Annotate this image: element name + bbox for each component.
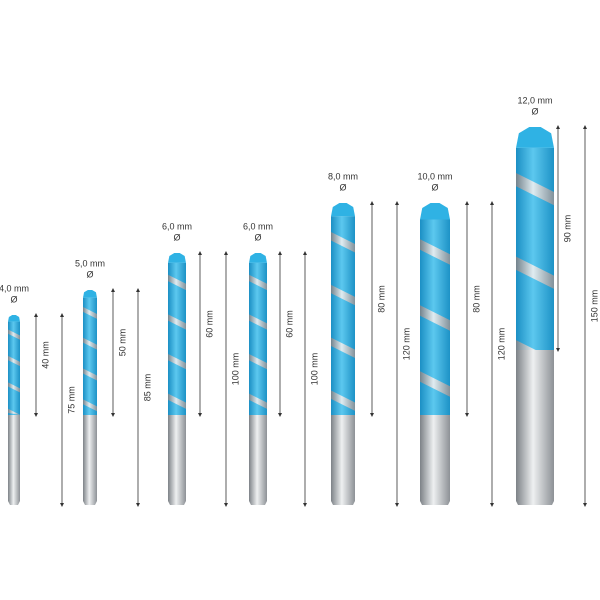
total-length-label: 85 mm (142, 374, 152, 402)
flute (83, 297, 97, 415)
flute-length-label: 60 mm (204, 310, 214, 338)
spiral-groove (168, 393, 186, 409)
spiral-groove (420, 239, 450, 265)
tip (516, 127, 554, 148)
flute (168, 262, 186, 415)
shank (168, 415, 186, 505)
tip (83, 290, 97, 298)
diameter-label: 4,0 mm (0, 283, 29, 293)
drill-bit (168, 253, 186, 505)
spiral-groove (8, 408, 20, 415)
diameter-label: 5,0 mm (75, 258, 105, 268)
total-length-label: 120 mm (496, 328, 506, 361)
diameter-symbol: Ø (431, 182, 438, 192)
tip (420, 203, 450, 220)
spiral-groove (331, 390, 355, 411)
flute-length-label: 50 mm (117, 329, 127, 357)
total-length-label: 100 mm (309, 353, 319, 386)
spiral-groove (516, 256, 554, 289)
tip (249, 253, 267, 263)
drill-bit (83, 290, 97, 505)
diameter-symbol: Ø (86, 269, 93, 279)
spiral-groove (331, 337, 355, 359)
flute-length-label: 40 mm (40, 341, 50, 369)
spiral-groove (83, 306, 97, 319)
spiral-groove (516, 172, 554, 206)
drill-bit (420, 203, 450, 505)
shank (420, 415, 450, 505)
diameter-symbol: Ø (531, 106, 538, 116)
flute-length-label: 60 mm (284, 310, 294, 338)
flute (249, 262, 267, 415)
spiral-groove (83, 399, 97, 412)
diameter-label: 6,0 mm (243, 221, 273, 231)
drill-bit (8, 315, 20, 505)
flute-length-label: 90 mm (562, 215, 572, 243)
shank (249, 415, 267, 505)
tip (331, 203, 355, 217)
spiral-groove (331, 284, 355, 306)
diameter-symbol: Ø (10, 294, 17, 304)
spiral-groove (249, 314, 267, 330)
total-length-label: 75 mm (66, 386, 76, 414)
spiral-groove (249, 353, 267, 370)
spiral-groove (83, 337, 97, 350)
spiral-groove (516, 340, 554, 360)
spiral-groove (8, 382, 20, 393)
spiral-groove (83, 368, 97, 381)
drill-bit (516, 127, 554, 505)
shank (516, 350, 554, 505)
drill-bit (331, 203, 355, 505)
spiral-groove (420, 305, 450, 331)
spiral-groove (8, 329, 20, 340)
flute-length-label: 80 mm (376, 285, 386, 313)
shank (8, 415, 20, 505)
total-length-label: 100 mm (230, 353, 240, 386)
spiral-groove (8, 355, 20, 367)
spiral-groove (249, 274, 267, 291)
diameter-label: 10,0 mm (417, 171, 452, 181)
diameter-symbol: Ø (339, 182, 346, 192)
flute (8, 321, 20, 415)
drill-bit (249, 253, 267, 505)
spiral-groove (420, 371, 450, 397)
total-length-label: 150 mm (589, 290, 599, 323)
diameter-label: 6,0 mm (162, 221, 192, 231)
shank (331, 415, 355, 505)
spiral-groove (168, 353, 186, 370)
tip (8, 315, 20, 322)
diameter-symbol: Ø (173, 232, 180, 242)
spiral-groove (331, 232, 355, 253)
diameter-label: 12,0 mm (517, 95, 552, 105)
spiral-groove (249, 393, 267, 409)
spiral-groove (168, 314, 186, 330)
total-length-label: 120 mm (401, 328, 411, 361)
diameter-symbol: Ø (254, 232, 261, 242)
shank (83, 415, 97, 505)
tip (168, 253, 186, 263)
flute-length-label: 80 mm (471, 285, 481, 313)
spiral-groove (168, 274, 186, 291)
diameter-label: 8,0 mm (328, 171, 358, 181)
